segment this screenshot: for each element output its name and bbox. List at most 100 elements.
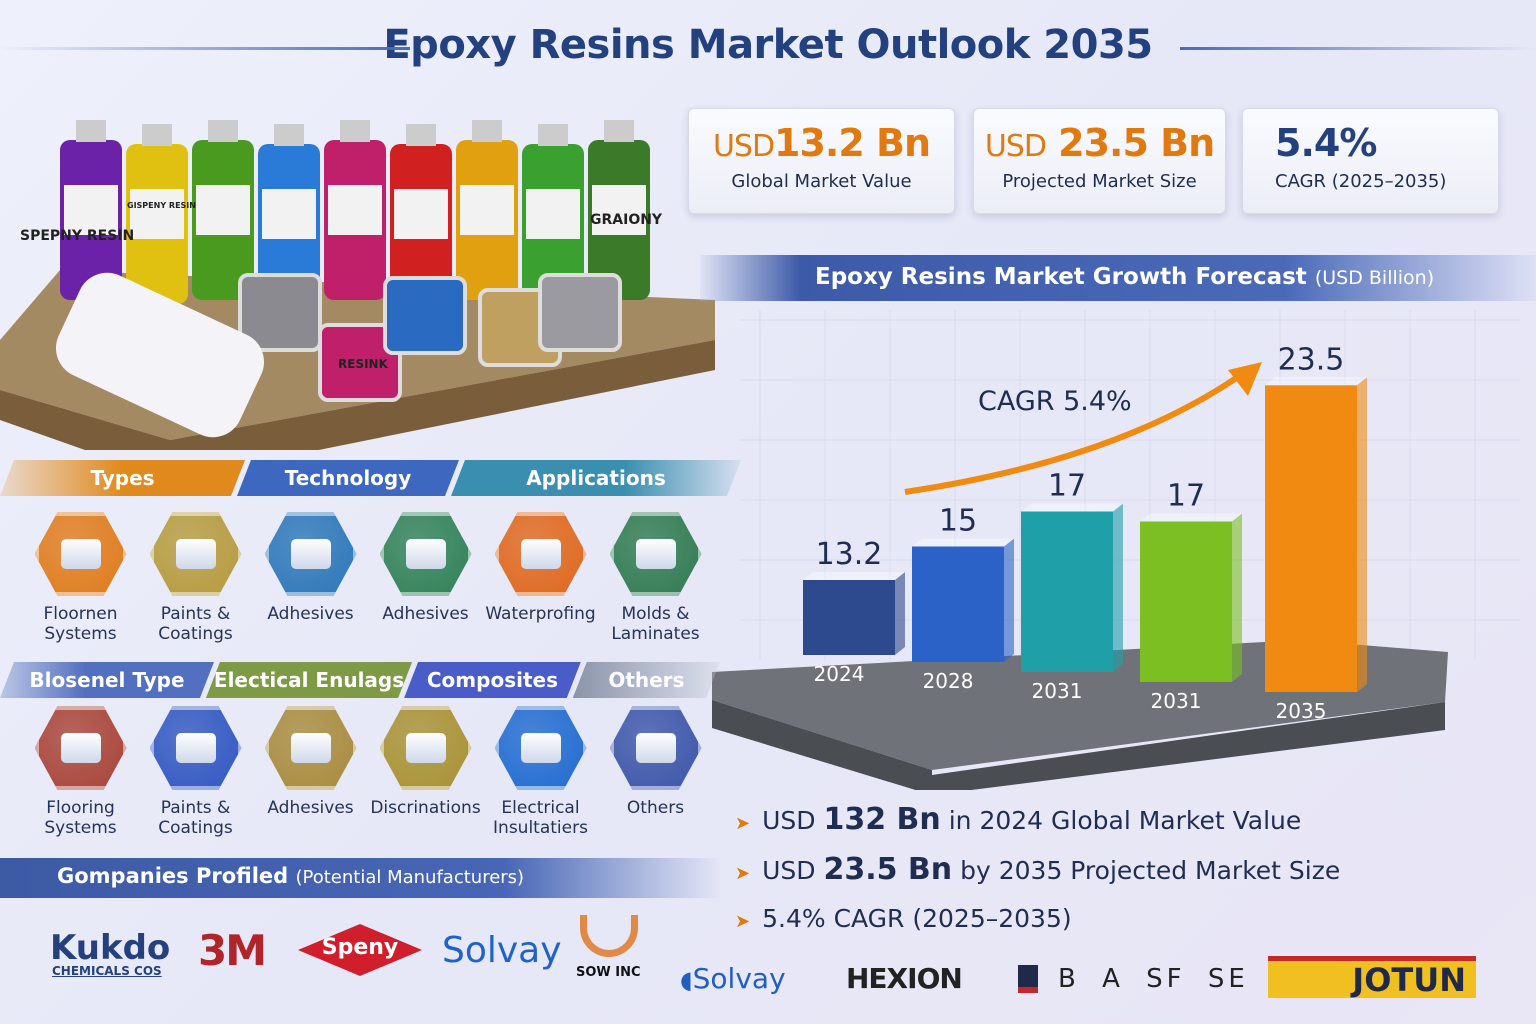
bottle-cap	[208, 120, 238, 142]
category-item[interactable]: Molds & Laminates	[598, 512, 713, 644]
paint-can	[238, 273, 322, 352]
hexagon-category-icon	[34, 512, 127, 596]
bar	[912, 546, 1004, 662]
section2-tabs: Blosenel Type Electical Enulags Composit…	[0, 662, 720, 698]
bottle-label: GISPENY RESIN	[127, 201, 196, 210]
bar	[1265, 385, 1357, 692]
category-label: Paints & Coatings	[158, 798, 233, 838]
logo-jotun: JOTUN	[1268, 956, 1476, 999]
category-label: Electrical Insultatiers	[493, 798, 588, 838]
paint-can	[318, 323, 402, 402]
category-label: Floornen Systems	[43, 604, 118, 644]
companies-header: Gompanies Profiled (Potential Manufactur…	[0, 858, 720, 898]
hexagon-category-icon	[264, 512, 357, 596]
x-tick-label: 2024	[814, 662, 865, 686]
category-item[interactable]: Paints & Coatings	[138, 706, 253, 838]
bar-value-label: 17	[1167, 479, 1205, 514]
bottle-cap	[340, 120, 370, 142]
bullet-prefix: USD	[762, 806, 816, 835]
category-item[interactable]: Floornen Systems	[23, 512, 138, 644]
tab-technology[interactable]: Technology	[237, 460, 459, 496]
category-item[interactable]: Electrical Insultatiers	[483, 706, 598, 838]
stat-value: 13.2 Bn	[774, 121, 931, 165]
section1-tabs: Types Technology Applications	[0, 460, 745, 496]
bar-side	[1004, 538, 1014, 662]
hexagon-category-icon	[264, 706, 357, 790]
chart-unit: (USD Billion)	[1314, 267, 1435, 289]
tab-composites[interactable]: Composites	[404, 662, 581, 698]
bottle-cap	[142, 124, 172, 146]
logo-sow-inc: SOW INC	[576, 965, 641, 980]
logo-kukdo-sub: CHEMICALS COS	[52, 964, 162, 978]
category-item[interactable]: Adhesives	[368, 512, 483, 644]
bullet-prefix: USD	[762, 856, 816, 885]
bullet-cagr: ➤ 5.4% CAGR (2025–2035)	[735, 904, 1072, 933]
bullet-number: 5.4%	[762, 904, 826, 933]
tab-others[interactable]: Others	[573, 662, 720, 698]
logo-kukdo: Kukdo	[50, 928, 171, 968]
x-tick-label: 2031	[1151, 689, 1202, 713]
stat-prefix: USD	[984, 129, 1047, 164]
paint-can	[538, 273, 622, 352]
bullet-arrow-icon: ➤	[735, 911, 751, 932]
stat-prefix: USD	[712, 129, 775, 164]
bar	[1021, 511, 1113, 672]
bar-value-label: 15	[939, 504, 977, 539]
bullet-arrow-icon: ➤	[735, 863, 751, 884]
product-glyph-icon	[60, 539, 101, 569]
x-tick-label: 2035	[1276, 699, 1327, 723]
bottle-label-patch	[460, 185, 514, 235]
category-item[interactable]: Adhesives	[253, 512, 368, 644]
hexagon-category-icon	[379, 512, 472, 596]
category-item[interactable]: Paints & Coatings	[138, 512, 253, 644]
bottle-label-patch	[196, 185, 250, 235]
bar-side	[1232, 513, 1242, 682]
tab-electrical[interactable]: Electical Enulags	[206, 662, 412, 698]
category-label: Adhesives	[267, 604, 354, 624]
solvay-swirl-icon: ◖	[680, 966, 693, 994]
bottle-label-patch	[394, 189, 448, 239]
product-glyph-icon	[405, 733, 446, 763]
logo-basf: B A SF SE	[1058, 964, 1249, 994]
bottle-label-patch	[526, 189, 580, 239]
logo-solvay-2: ◖Solvay	[680, 962, 786, 995]
chart-header: Epoxy Resins Market Growth Forecast (USD…	[700, 255, 1536, 301]
category-item[interactable]: Adhesives	[253, 706, 368, 838]
hexagon-category-icon	[494, 512, 587, 596]
x-tick-label: 2028	[923, 669, 974, 693]
category-item[interactable]: Waterprofing	[483, 512, 598, 644]
product-glyph-icon	[520, 733, 561, 763]
tab-types[interactable]: Types	[0, 460, 245, 496]
category-label: Flooring Systems	[44, 798, 117, 838]
section2-icons: Flooring Systems Paints & Coatings Adhesiv…	[23, 706, 713, 838]
stat-label: CAGR (2025–2035)	[1275, 171, 1447, 192]
product-glyph-icon	[175, 733, 216, 763]
bottle-cap	[538, 124, 568, 146]
hexagon-category-icon	[149, 512, 242, 596]
bar	[1140, 521, 1232, 682]
can-label: RESINK	[338, 357, 389, 371]
logo-solvay: Solvay	[442, 930, 562, 971]
category-item[interactable]: Others	[598, 706, 713, 838]
bottle-label-patch	[592, 185, 646, 235]
bottle-cap	[274, 124, 304, 146]
bullet-text: by 2035 Projected Market Size	[960, 856, 1341, 885]
hexagon-category-icon	[609, 706, 702, 790]
category-item[interactable]: Flooring Systems	[23, 706, 138, 838]
cagr-arrowhead-icon	[1228, 362, 1262, 396]
tab-applications[interactable]: Applications	[451, 460, 741, 496]
bullet-number: 132 Bn	[823, 802, 941, 837]
bar	[803, 580, 895, 655]
product-glyph-icon	[290, 733, 331, 763]
bottle-label-patch	[262, 189, 316, 239]
category-item[interactable]: Discrinations	[368, 706, 483, 838]
tab-blosenel-type[interactable]: Blosenel Type	[0, 662, 214, 698]
page-title: Epoxy Resins Market Outlook 2035	[383, 22, 1153, 68]
bar-top	[1021, 503, 1123, 512]
paint-can	[383, 276, 467, 355]
title-divider-right	[1180, 47, 1536, 50]
bar-value-label: 23.5	[1278, 342, 1345, 377]
category-label: Discrinations	[370, 798, 481, 818]
cagr-annotation: CAGR 5.4%	[978, 386, 1132, 417]
product-glyph-icon	[635, 539, 676, 569]
